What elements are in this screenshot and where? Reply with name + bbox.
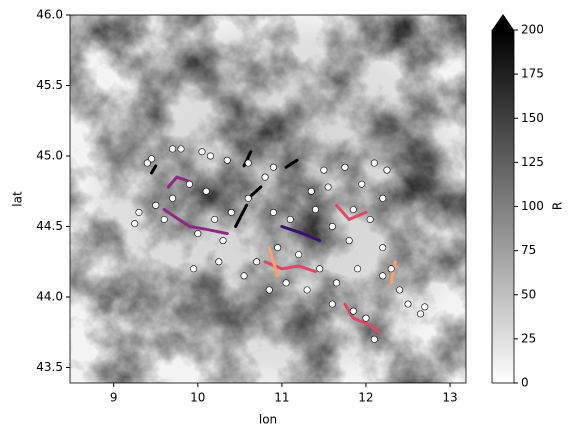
station-point <box>169 145 177 153</box>
station-point <box>135 208 143 216</box>
station-point <box>387 265 395 273</box>
station-point <box>244 159 252 167</box>
x-tick-label: 11 <box>274 391 289 405</box>
station-point <box>307 187 315 195</box>
x-tick-label: 9 <box>110 391 118 405</box>
y-tick-label: 44.5 <box>36 219 63 233</box>
station-point <box>341 163 349 171</box>
station-point <box>383 166 391 174</box>
station-point <box>269 163 277 171</box>
station-point <box>244 194 252 202</box>
station-point <box>349 307 357 315</box>
station-point <box>198 148 206 156</box>
station-point <box>421 303 429 311</box>
station-point <box>379 272 387 280</box>
station-point <box>417 310 425 318</box>
station-point <box>354 265 362 273</box>
station-point <box>328 222 336 230</box>
colorbar-tick-label: 150 <box>521 111 544 125</box>
colorbar-label: R <box>551 202 565 210</box>
station-point <box>211 215 219 223</box>
x-tick-label: 12 <box>358 391 373 405</box>
station-point <box>358 180 366 188</box>
track <box>234 203 249 228</box>
y-tick-label: 45.5 <box>36 78 63 92</box>
y-tick-label: 46.0 <box>36 8 63 22</box>
track <box>284 158 299 169</box>
track <box>343 302 381 334</box>
station-point <box>324 183 332 191</box>
station-point <box>295 251 303 259</box>
track <box>166 175 191 189</box>
colorbar-tick-label: 75 <box>521 243 536 257</box>
station-point <box>131 220 139 228</box>
station-point <box>345 237 353 245</box>
station-point <box>223 156 231 164</box>
x-tick-label: 13 <box>442 391 457 405</box>
station-point <box>240 272 248 280</box>
track <box>162 208 229 236</box>
y-tick-label: 43.5 <box>36 360 63 374</box>
station-point <box>396 286 404 294</box>
x-axis-label: lon <box>259 413 277 427</box>
station-point <box>312 206 320 214</box>
station-point <box>320 166 328 174</box>
y-tick-label: 45.0 <box>36 148 63 162</box>
station-point <box>194 230 202 238</box>
station-point <box>349 206 357 214</box>
station-point <box>379 244 387 252</box>
colorbar-tick-label: 175 <box>521 67 544 81</box>
colorbar-tick-label: 25 <box>521 331 536 345</box>
station-point <box>261 173 269 181</box>
station-point <box>143 159 151 167</box>
station-point <box>316 265 324 273</box>
track <box>267 246 280 278</box>
station-point <box>404 300 412 308</box>
track <box>280 224 322 243</box>
colorbar-tick-label: 200 <box>521 23 544 37</box>
track <box>335 203 368 222</box>
station-point <box>152 201 160 209</box>
colorbar-tick-label: 100 <box>521 199 544 213</box>
station-point <box>227 208 235 216</box>
station-point <box>190 265 198 273</box>
axes-frame <box>69 14 467 384</box>
y-axis-label: lat <box>11 191 25 207</box>
station-point <box>274 244 282 252</box>
track <box>389 260 397 285</box>
station-point <box>265 286 273 294</box>
station-point <box>303 286 311 294</box>
colorbar-tick-label: 0 <box>521 376 529 390</box>
radar-field <box>70 15 466 383</box>
station-point <box>160 215 168 223</box>
station-point <box>328 300 336 308</box>
station-point <box>185 180 193 188</box>
station-point <box>333 279 341 287</box>
station-point <box>253 258 261 266</box>
station-point <box>370 335 378 343</box>
colorbar-tick-label: 50 <box>521 287 536 301</box>
colorbar-tick-label: 125 <box>521 155 544 169</box>
y-tick-label: 44.0 <box>36 289 63 303</box>
station-point <box>366 215 374 223</box>
station-point <box>219 237 227 245</box>
station-point <box>269 208 277 216</box>
station-point <box>282 279 290 287</box>
station-point <box>177 145 185 153</box>
station-point <box>215 258 223 266</box>
station-point <box>379 194 387 202</box>
station-point <box>370 159 378 167</box>
station-point <box>362 314 370 322</box>
x-tick-label: 10 <box>190 391 205 405</box>
station-point <box>206 152 214 160</box>
colorbar-extend <box>492 14 514 30</box>
station-point <box>169 194 177 202</box>
station-point <box>148 155 156 163</box>
track <box>150 164 158 175</box>
station-point <box>202 187 210 195</box>
station-point <box>286 215 294 223</box>
colorbar <box>491 29 515 384</box>
